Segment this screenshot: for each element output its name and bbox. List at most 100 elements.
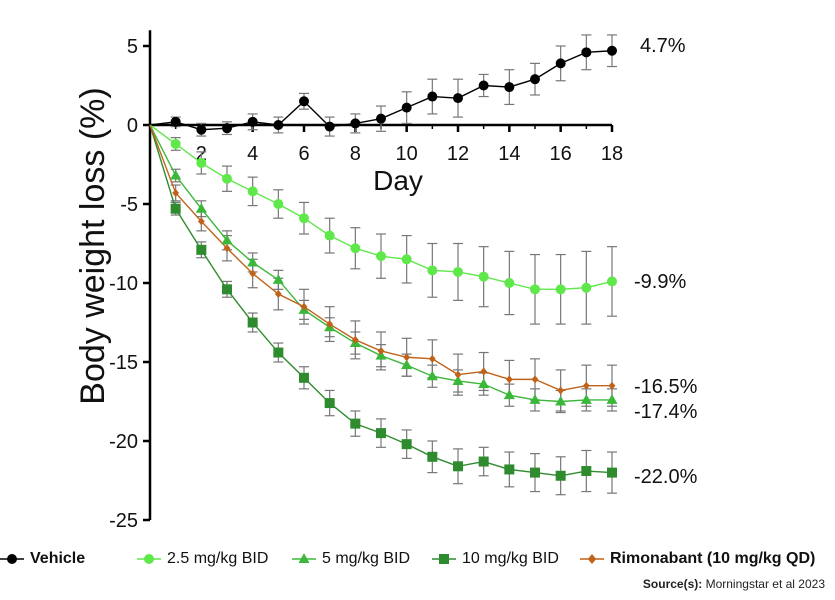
y-tick-label: 5 (127, 36, 138, 58)
point-2-5-mg-kg-bid (222, 173, 232, 184)
point-10-mg-kg-bid (530, 467, 540, 478)
y-axis-title: Body weight loss (%) (74, 87, 112, 404)
body-weight-chart: Body weight loss (%) Day 5 0 -5 -10 -15 -20 -2… (74, 30, 698, 532)
point-2-5-mg-kg-bid (555, 284, 566, 295)
point-2-5-mg-kg-bid (170, 138, 181, 149)
legend-label: 5 mg/kg BID (322, 550, 411, 567)
end-label-rimonabant-10-mg-kg-qd: -16.5% (634, 376, 698, 398)
point-rimonabant-10-mg-kg-qd (557, 386, 565, 395)
point-vehicle (350, 118, 361, 129)
point-2-5-mg-kg-bid (401, 254, 412, 265)
point-rimonabant-10-mg-kg-qd (223, 244, 231, 253)
point-rimonabant-10-mg-kg-qd (454, 370, 462, 379)
point-rimonabant-10-mg-kg-qd (480, 367, 488, 376)
point-5-mg-kg-bid (195, 202, 207, 213)
y-tick-label: -25 (109, 510, 138, 532)
end-labels: 4.7% -9.9% -17.4% -22.0% -16.5% (634, 35, 698, 488)
point-10-mg-kg-bid (222, 284, 232, 295)
point-vehicle (376, 113, 386, 124)
end-label-10-mg-kg-bid: -22.0% (634, 466, 698, 488)
point-rimonabant-10-mg-kg-qd (197, 217, 205, 226)
point-vehicle (401, 102, 412, 113)
legend-swatch-marker (587, 554, 597, 564)
legend-item: 10 mg/kg BID (432, 545, 559, 573)
point-vehicle (196, 124, 207, 135)
point-rimonabant-10-mg-kg-qd (326, 320, 334, 329)
point-5-mg-kg-bid (221, 234, 233, 245)
point-10-mg-kg-bid (427, 451, 438, 462)
point-10-mg-kg-bid (324, 398, 335, 409)
point-vehicle (299, 96, 309, 107)
point-vehicle (427, 91, 438, 102)
source-note: Source(s): Morningstar et al 2023 (643, 577, 825, 591)
point-vehicle (504, 82, 515, 93)
point-5-mg-kg-bid (580, 394, 592, 404)
point-2-5-mg-kg-bid (478, 271, 489, 282)
legend-swatch (580, 554, 604, 564)
point-2-5-mg-kg-bid (247, 186, 258, 197)
point-5-mg-kg-bid (503, 389, 515, 400)
legend-item: 2.5 mg/kg BID (137, 545, 268, 573)
legend-label: Rimonabant (10 mg/kg QD) (610, 550, 816, 567)
x-axis-title: Day (373, 165, 423, 196)
point-2-5-mg-kg-bid (427, 265, 438, 276)
point-5-mg-kg-bid (426, 370, 438, 381)
point-2-5-mg-kg-bid (324, 230, 335, 241)
legend-swatch-marker (298, 553, 310, 563)
point-10-mg-kg-bid (299, 372, 309, 383)
point-10-mg-kg-bid (478, 456, 489, 467)
point-rimonabant-10-mg-kg-qd (274, 290, 282, 299)
point-2-5-mg-kg-bid (196, 157, 207, 168)
legend-swatch (432, 554, 456, 564)
point-10-mg-kg-bid (607, 467, 617, 478)
point-rimonabant-10-mg-kg-qd (582, 381, 590, 390)
point-10-mg-kg-bid (504, 464, 515, 475)
x-tick-label: 4 (247, 143, 258, 165)
point-2-5-mg-kg-bid (581, 282, 592, 293)
point-10-mg-kg-bid (401, 439, 412, 450)
point-10-mg-kg-bid (170, 203, 181, 214)
point-2-5-mg-kg-bid (376, 251, 386, 262)
point-vehicle (273, 120, 284, 130)
end-label-vehicle: 4.7% (640, 35, 686, 57)
point-5-mg-kg-bid (247, 256, 259, 267)
point-10-mg-kg-bid (581, 466, 592, 477)
y-tick-label: 0 (127, 115, 138, 137)
axes: 50-5-10-15-20-252 4 6 8 10 12 14 16 18 (109, 30, 623, 532)
point-10-mg-kg-bid (273, 347, 284, 358)
point-vehicle (555, 58, 566, 69)
point-2-5-mg-kg-bid (530, 284, 540, 295)
x-tick-label: 14 (498, 143, 520, 165)
legend-label: 2.5 mg/kg BID (167, 550, 269, 567)
point-2-5-mg-kg-bid (273, 199, 284, 209)
point-vehicle (581, 47, 592, 58)
source-text: Morningstar et al 2023 (705, 577, 825, 591)
legend-swatch (0, 554, 24, 564)
legend-swatch-marker (439, 554, 449, 564)
point-rimonabant-10-mg-kg-qd (608, 381, 616, 390)
y-tick-label: -20 (109, 431, 138, 453)
source-prefix: Source(s): (642, 577, 703, 591)
point-rimonabant-10-mg-kg-qd (531, 375, 539, 384)
legend-item: 5 mg/kg BID (292, 545, 410, 573)
point-vehicle (247, 116, 258, 127)
point-5-mg-kg-bid (555, 395, 567, 406)
x-tick-label: 8 (350, 143, 361, 165)
legend-swatch (137, 554, 161, 564)
point-rimonabant-10-mg-kg-qd (249, 269, 257, 278)
point-vehicle (222, 123, 232, 134)
legend-item: Vehicle (0, 545, 85, 573)
point-5-mg-kg-bid (170, 169, 182, 180)
point-5-mg-kg-bid (478, 378, 490, 389)
point-vehicle (453, 93, 463, 104)
point-10-mg-kg-bid (453, 461, 463, 472)
point-rimonabant-10-mg-kg-qd (428, 354, 436, 363)
legend-label: Vehicle (30, 550, 86, 567)
x-tick-label: 18 (601, 143, 623, 165)
legend-swatch-marker (7, 554, 17, 564)
x-tick-label: 6 (298, 143, 309, 165)
point-2-5-mg-kg-bid (453, 266, 463, 277)
end-label-2-5-mg-kg-bid: -9.9% (634, 271, 686, 293)
x-tick-label: 12 (447, 143, 469, 165)
point-5-mg-kg-bid (401, 359, 413, 370)
